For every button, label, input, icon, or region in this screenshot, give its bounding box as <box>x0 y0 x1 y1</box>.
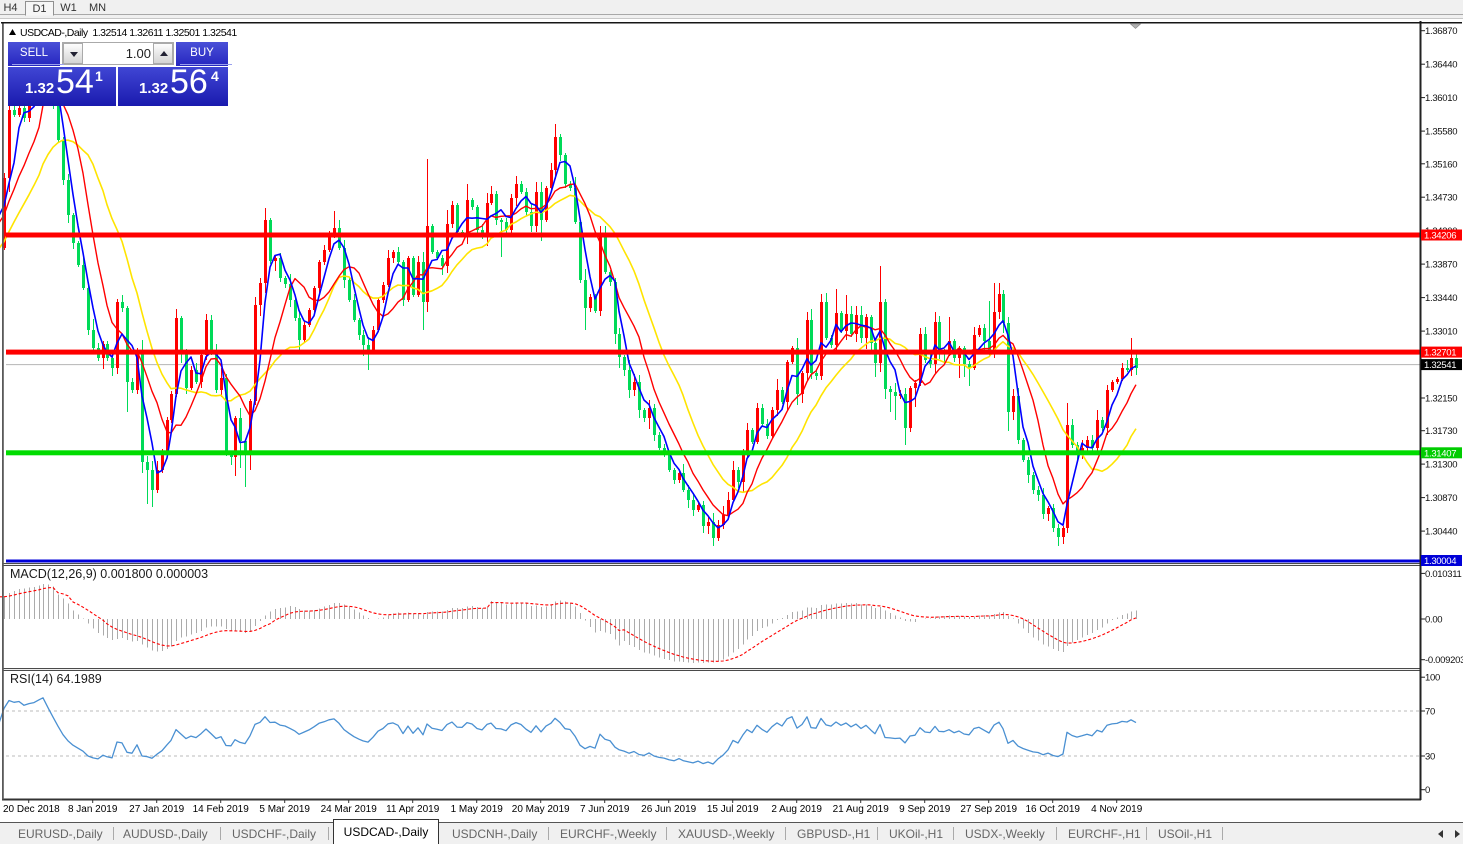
svg-text:15 Jul 2019: 15 Jul 2019 <box>707 804 759 815</box>
svg-text:-0.009203: -0.009203 <box>1425 655 1463 666</box>
svg-text:1.32701: 1.32701 <box>1424 348 1456 359</box>
svg-text:0.010311: 0.010311 <box>1425 569 1462 580</box>
svg-text:0: 0 <box>1425 785 1430 796</box>
svg-text:1.31730: 1.31730 <box>1425 426 1457 437</box>
svg-text:1.36010: 1.36010 <box>1425 93 1457 104</box>
svg-text:1.36440: 1.36440 <box>1425 60 1457 71</box>
svg-text:1.31300: 1.31300 <box>1425 460 1457 471</box>
svg-text:5 Mar 2019: 5 Mar 2019 <box>259 804 310 815</box>
svg-text:26 Jun 2019: 26 Jun 2019 <box>641 804 696 815</box>
svg-text:1.35580: 1.35580 <box>1425 127 1457 138</box>
svg-text:1.30440: 1.30440 <box>1425 527 1457 538</box>
svg-text:MACD(12,26,9) 0.001800 0.00000: MACD(12,26,9) 0.001800 0.000003 <box>10 567 208 581</box>
svg-text:20 Dec 2018: 20 Dec 2018 <box>3 804 60 815</box>
svg-text:9 Sep 2019: 9 Sep 2019 <box>899 804 951 815</box>
svg-text:30: 30 <box>1425 752 1435 763</box>
svg-text:8 Jan 2019: 8 Jan 2019 <box>68 804 118 815</box>
svg-text:4 Nov 2019: 4 Nov 2019 <box>1091 804 1143 815</box>
svg-text:100: 100 <box>1425 673 1440 684</box>
svg-text:1.34730: 1.34730 <box>1425 193 1457 204</box>
svg-text:USDCAD-,Daily 1.32514 1.32611: USDCAD-,Daily 1.32514 1.32611 1.32501 1.… <box>20 27 237 39</box>
svg-text:1.36870: 1.36870 <box>1425 26 1457 37</box>
svg-text:1.32541: 1.32541 <box>1424 360 1456 371</box>
svg-text:11 Apr 2019: 11 Apr 2019 <box>386 804 440 815</box>
svg-text:20 May 2019: 20 May 2019 <box>512 804 570 815</box>
svg-text:16 Oct 2019: 16 Oct 2019 <box>1025 804 1080 815</box>
svg-text:1.30004: 1.30004 <box>1424 556 1456 567</box>
svg-text:1.33440: 1.33440 <box>1425 293 1457 304</box>
svg-text:1.35160: 1.35160 <box>1425 159 1457 170</box>
svg-text:7 Jun 2019: 7 Jun 2019 <box>580 804 630 815</box>
svg-text:27 Jan 2019: 27 Jan 2019 <box>129 804 184 815</box>
svg-text:1.31407: 1.31407 <box>1424 448 1456 459</box>
svg-text:70: 70 <box>1425 707 1435 718</box>
svg-text:RSI(14) 64.1989: RSI(14) 64.1989 <box>10 672 102 686</box>
svg-text:2 Aug 2019: 2 Aug 2019 <box>771 804 822 815</box>
svg-text:1 May 2019: 1 May 2019 <box>451 804 504 815</box>
svg-text:21 Aug 2019: 21 Aug 2019 <box>833 804 890 815</box>
svg-text:1.33870: 1.33870 <box>1425 260 1457 271</box>
svg-text:1.30870: 1.30870 <box>1425 493 1457 504</box>
svg-text:24 Mar 2019: 24 Mar 2019 <box>321 804 378 815</box>
svg-text:14 Feb 2019: 14 Feb 2019 <box>193 804 250 815</box>
svg-text:27 Sep 2019: 27 Sep 2019 <box>960 804 1017 815</box>
svg-text:0.00: 0.00 <box>1425 615 1442 626</box>
svg-text:1.32150: 1.32150 <box>1425 394 1457 405</box>
svg-text:1.33010: 1.33010 <box>1425 327 1457 338</box>
svg-text:1.34206: 1.34206 <box>1424 231 1456 242</box>
